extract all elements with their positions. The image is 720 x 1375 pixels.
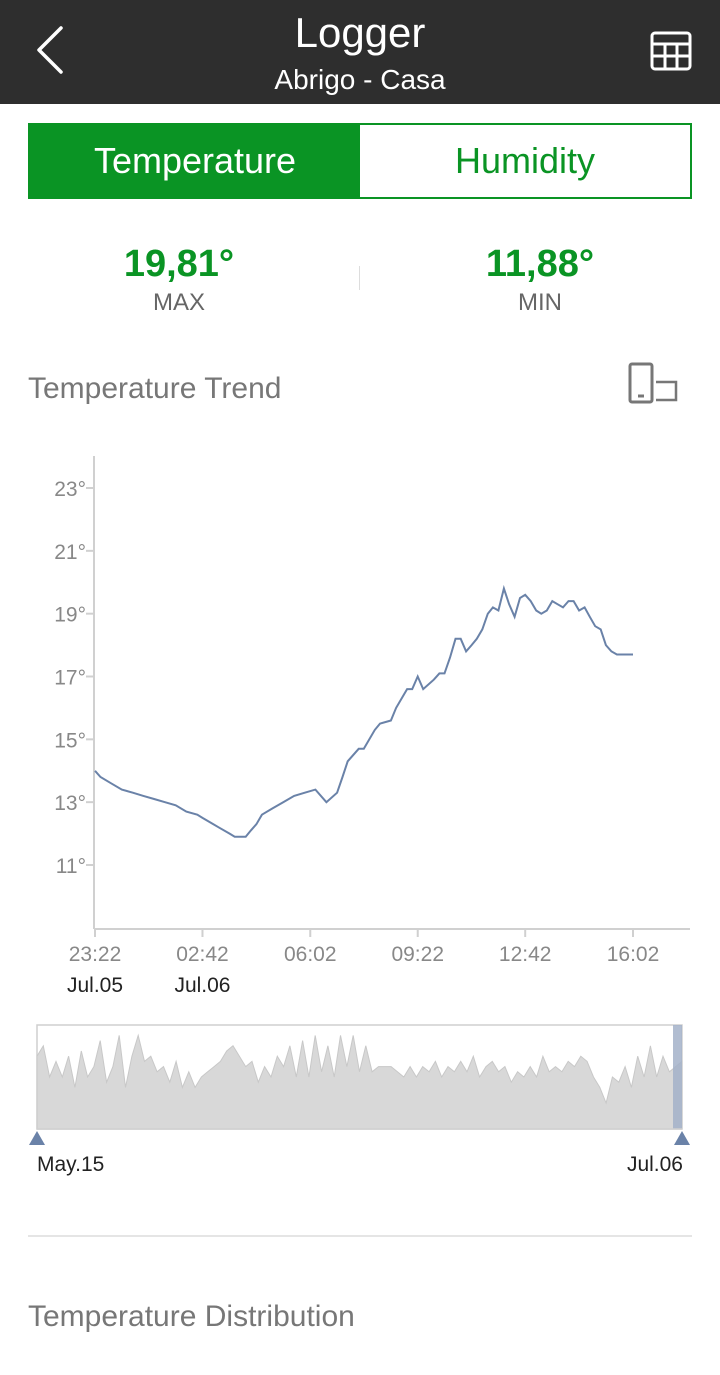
table-view-button[interactable] — [642, 22, 700, 80]
rotate-screen-icon — [628, 362, 678, 404]
temperature-trend-chart: 23° 21° 19° 17° 15° 13° 11° 23:22 Jul.05 02:42 Jul… — [29, 456, 690, 1176]
x-tick-label: 12:42 — [499, 943, 552, 966]
temperature-series-line — [94, 584, 633, 838]
back-button[interactable] — [22, 20, 78, 80]
trend-title: Temperature Trend — [28, 372, 282, 405]
y-tick-label: 11° — [56, 855, 86, 878]
max-label: MAX — [152, 289, 205, 316]
x-tick-label: 09:22 — [391, 943, 444, 966]
min-value: 11,88° — [485, 243, 595, 285]
x-tick-date-label: Jul.06 — [174, 974, 230, 997]
y-tick-label: 17° — [54, 667, 86, 690]
overview-area — [36, 1033, 683, 1130]
y-tick-label: 13° — [54, 792, 86, 815]
x-tick-date-label: Jul.05 — [67, 974, 123, 997]
tab-humidity[interactable]: Humidity — [360, 125, 690, 197]
stats-divider — [359, 266, 360, 290]
app-header: Logger Abrigo - Casa — [0, 0, 720, 104]
y-tick-label: 23° — [54, 478, 86, 501]
section-divider — [28, 1235, 692, 1237]
y-tick-label: 21° — [54, 541, 86, 564]
x-tick-label: 23:22 — [69, 943, 122, 966]
page-title: Logger — [294, 9, 426, 56]
table-grid-icon — [650, 31, 692, 71]
page-subtitle: Abrigo - Casa — [274, 64, 446, 95]
rotate-screen-button[interactable] — [626, 362, 682, 406]
x-tick-label: 06:02 — [284, 943, 337, 966]
overview-start-handle[interactable] — [29, 1131, 45, 1145]
distribution-title: Temperature Distribution — [28, 1300, 355, 1333]
x-tick-label: 02:42 — [176, 943, 229, 966]
min-label: MIN — [518, 289, 562, 316]
chevron-left-icon — [37, 26, 63, 74]
min-stat: 11,88° MIN — [390, 242, 690, 318]
max-stat: 19,81° MAX — [29, 242, 329, 318]
overview-start-label: May.15 — [37, 1153, 104, 1176]
max-value: 19,81° — [123, 243, 235, 285]
x-tick-label: 16:02 — [607, 943, 660, 966]
metric-tabs: Temperature Humidity — [28, 123, 692, 199]
y-tick-label: 15° — [54, 729, 86, 752]
overview-selection-window — [673, 1025, 682, 1129]
y-tick-label: 19° — [54, 604, 86, 627]
overview-end-label: Jul.06 — [627, 1153, 683, 1176]
tab-temperature[interactable]: Temperature — [30, 125, 360, 197]
overview-end-handle[interactable] — [674, 1131, 690, 1145]
